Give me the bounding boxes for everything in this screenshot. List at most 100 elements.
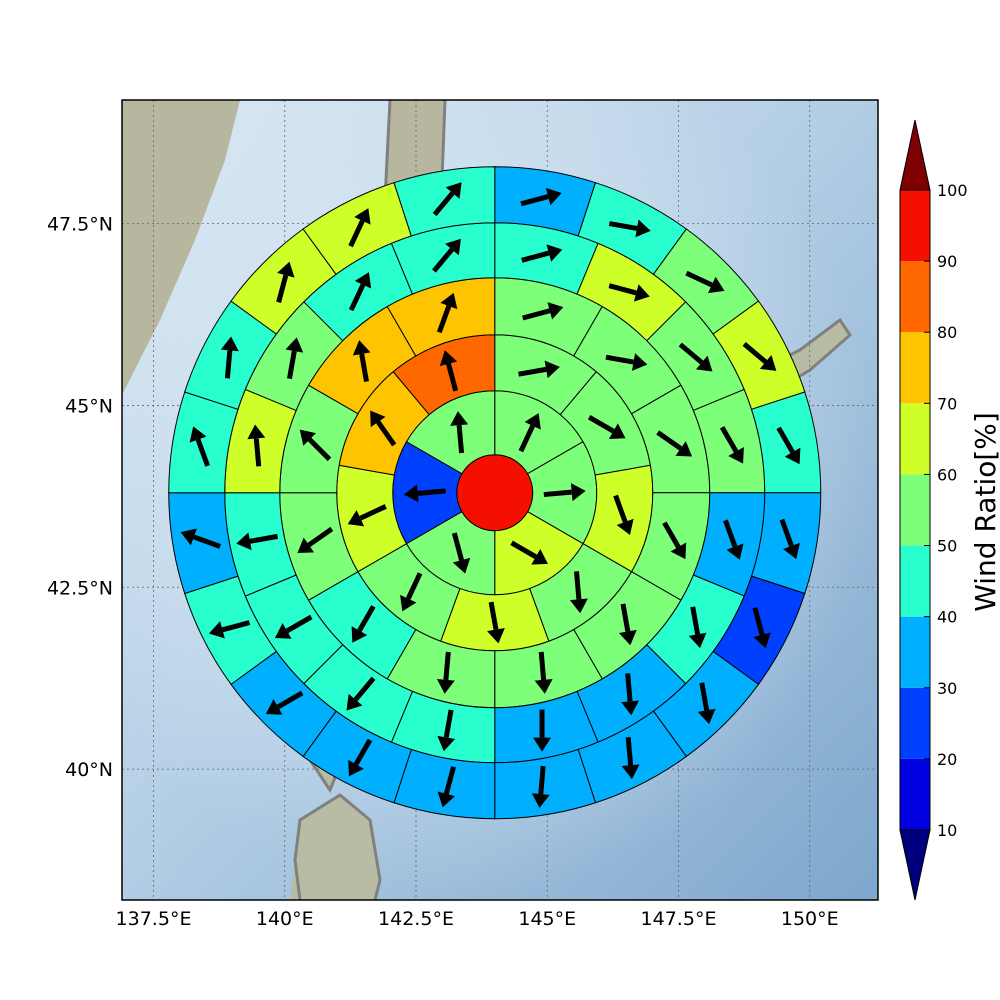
- wind-arrow-head: [534, 679, 553, 694]
- wind-arrow-head: [708, 276, 725, 294]
- wind-arrow-head: [274, 623, 292, 639]
- colorbar-tick-label: 70: [937, 394, 957, 413]
- colorbar-tick-label: 10: [937, 821, 957, 840]
- wind-arrow-shaft: [276, 274, 289, 303]
- wind-arrow-shaft: [520, 194, 549, 207]
- wind-arrow-head: [726, 543, 744, 560]
- colorbar-segment: [900, 190, 930, 262]
- wind-arrow-shaft: [405, 572, 423, 600]
- wind-arrow-head: [545, 187, 562, 206]
- wind-arrow-head: [299, 429, 317, 446]
- wind-arrow-shaft: [522, 308, 551, 321]
- wind-arrow-shaft: [678, 342, 704, 365]
- wind-arrow-shaft: [353, 738, 373, 766]
- wind-arrow-head: [524, 413, 541, 430]
- wind-arrow-head: [347, 510, 365, 527]
- wind-arrow-head: [351, 626, 368, 643]
- wind-arrow-head: [670, 542, 687, 560]
- wind-arrow-shaft: [573, 571, 582, 600]
- colorbar-tick-label: 90: [937, 252, 957, 271]
- map-frame: [121, 99, 879, 901]
- colorbar-tick-label: 100: [937, 181, 968, 200]
- wind-arrow-shaft: [620, 603, 631, 632]
- colorbar-segment: [900, 474, 930, 546]
- wind-arrow-head: [531, 549, 548, 565]
- wind-arrow-head: [439, 350, 458, 367]
- wind-arrow-shaft: [348, 219, 365, 248]
- wind-arrow-shaft: [443, 709, 454, 738]
- wind-arrow-head: [370, 410, 386, 428]
- wind-arrow-head: [236, 532, 252, 551]
- wind-arrow-head: [352, 340, 371, 356]
- wind-arrow-shaft: [359, 504, 387, 521]
- wind-arrow-head: [570, 483, 586, 502]
- wind-arrow-head: [635, 219, 651, 238]
- wind-arrow-shaft: [776, 426, 795, 454]
- colorbar-title: Wind Ratio[%]: [969, 412, 1000, 612]
- lat-tick-label: 40°N: [65, 759, 113, 781]
- wind-arrow-head: [277, 261, 295, 278]
- wind-arrow-head: [354, 208, 371, 225]
- colorbar-tick-label: 80: [937, 323, 957, 342]
- wind-arrow-head: [783, 542, 800, 560]
- wind-arrow-head: [531, 793, 550, 808]
- wind-arrow-shaft: [518, 366, 547, 377]
- lat-tick-label: 47.5°N: [47, 214, 113, 236]
- wind-arrow-head: [437, 791, 456, 808]
- lon-tick-label: 140°E: [256, 908, 314, 930]
- lat-tick-label: 42.5°N: [47, 577, 113, 599]
- wind-arrow-shaft: [625, 737, 634, 766]
- colorbar-extend-max: [899, 119, 931, 191]
- wind-arrow-head: [265, 699, 283, 715]
- colorbar-segment: [900, 261, 930, 333]
- wind-arrow-shaft: [779, 518, 794, 547]
- wind-arrow-head: [440, 292, 458, 310]
- wind-arrow-shaft: [221, 620, 251, 633]
- wind-arrow-head: [403, 484, 419, 503]
- wind-arrow-shaft: [249, 533, 279, 544]
- wind-arrow-head: [346, 693, 363, 711]
- wind-arrow-shaft: [376, 420, 397, 447]
- wind-arrow-shaft: [436, 305, 452, 334]
- wind-arrow-head: [688, 632, 707, 649]
- wind-arrow-head: [437, 735, 456, 752]
- colorbar-segment: [900, 332, 930, 404]
- wind-arrow-head: [487, 628, 505, 644]
- wind-arrow-shaft: [287, 350, 297, 380]
- colorbar-segment: [900, 545, 930, 617]
- coastline-honshu: [293, 793, 382, 900]
- wind-arrow-shaft: [192, 534, 222, 549]
- wind-arrow-head: [784, 447, 801, 465]
- wind-arrow-shaft: [357, 605, 376, 632]
- wind-arrow-shaft: [608, 283, 637, 296]
- wind-arrow-shaft: [518, 424, 535, 453]
- colorbar-outline: [899, 189, 931, 831]
- wind-arrow-head: [348, 759, 364, 777]
- wind-arrow-head: [400, 594, 417, 612]
- wind-arrow-shaft: [538, 651, 547, 681]
- wind-arrow-shaft: [285, 614, 313, 634]
- wind-arrow-shaft: [613, 494, 628, 523]
- wind-arrow-shaft: [605, 354, 634, 365]
- wind-arrow-shaft: [451, 532, 464, 561]
- wind-arrow-shaft: [510, 540, 538, 560]
- wind-arrow-head: [728, 446, 744, 464]
- wind-arrow-shaft: [353, 676, 376, 702]
- wind-arrow-head: [633, 284, 650, 302]
- wind-arrow-shaft: [276, 690, 304, 710]
- wind-arrow-shaft: [699, 682, 710, 711]
- lat-tick-label: 45°N: [65, 395, 113, 417]
- wind-arrow-head: [354, 272, 372, 289]
- wind-arrow-head: [180, 528, 197, 546]
- wind-arrow-head: [608, 423, 626, 440]
- wind-direction-arrows: [180, 182, 801, 808]
- land-honshu: [290, 795, 380, 900]
- wind-arrow-shaft: [625, 673, 633, 702]
- wind-arrow-head: [297, 537, 315, 554]
- wind-arrow-head: [452, 557, 471, 574]
- wind-arrow-shaft: [446, 363, 459, 392]
- wind-arrow-shaft: [488, 601, 499, 631]
- lon-tick-label: 147.5°E: [641, 908, 717, 930]
- wind-arrow-shaft: [543, 489, 572, 498]
